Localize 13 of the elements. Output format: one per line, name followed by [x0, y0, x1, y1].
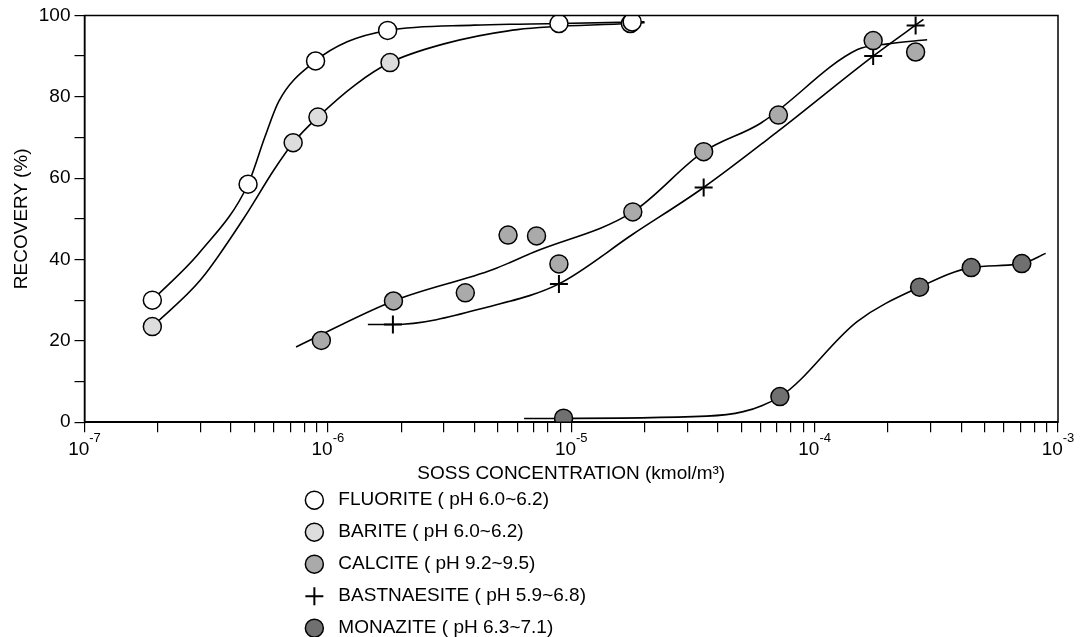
legend-label: FLUORITE ( pH 6.0~6.2): [338, 488, 550, 510]
y-tick-label: 100: [38, 3, 71, 25]
y-tick-label: 40: [49, 247, 71, 269]
y-tick-label: 20: [49, 329, 71, 351]
legend-label: BASTNAESITE ( pH 5.9~6.8): [338, 584, 586, 606]
y-axis-title: RECOVERY (%): [9, 148, 31, 290]
y-tick-label: 0: [59, 410, 71, 432]
legend-label: MONAZITE ( pH 6.3~7.1): [338, 616, 554, 637]
x-axis-title: SOSS CONCENTRATION (kmol/m³): [417, 461, 726, 483]
legend-label: CALCITE ( pH 9.2~9.5): [338, 552, 536, 574]
legend-label: BARITE ( pH 6.0~6.2): [338, 520, 524, 542]
y-tick-label: 60: [49, 166, 71, 188]
y-tick-label: 80: [49, 84, 71, 106]
